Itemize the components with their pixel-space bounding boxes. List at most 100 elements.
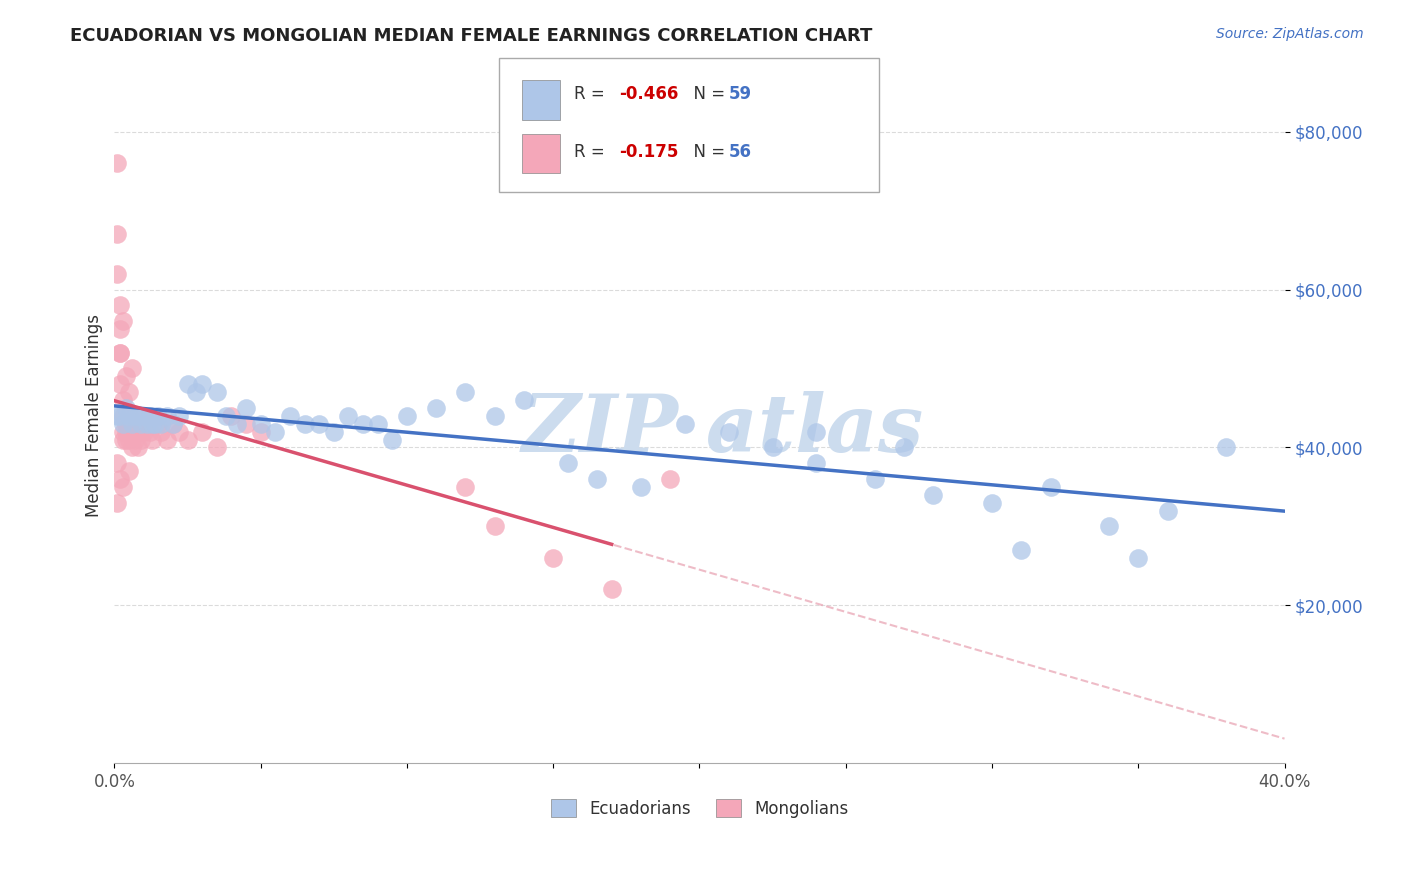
Point bbox=[132, 425, 155, 439]
Point bbox=[541, 550, 564, 565]
Point bbox=[105, 496, 128, 510]
Point bbox=[484, 409, 506, 423]
Point bbox=[118, 409, 141, 423]
Point bbox=[352, 417, 374, 431]
Point bbox=[226, 417, 249, 431]
Text: ECUADORIAN VS MONGOLIAN MEDIAN FEMALE EARNINGS CORRELATION CHART: ECUADORIAN VS MONGOLIAN MEDIAN FEMALE EA… bbox=[70, 27, 873, 45]
Point bbox=[121, 425, 143, 439]
Point bbox=[129, 417, 152, 431]
Point bbox=[191, 377, 214, 392]
Text: N =: N = bbox=[683, 86, 731, 103]
Point bbox=[381, 433, 404, 447]
Point bbox=[127, 409, 149, 423]
Text: -0.466: -0.466 bbox=[619, 86, 678, 103]
Point bbox=[162, 417, 184, 431]
Point bbox=[395, 409, 418, 423]
Point bbox=[121, 417, 143, 431]
Point bbox=[110, 322, 132, 336]
Point bbox=[484, 519, 506, 533]
Text: -0.175: -0.175 bbox=[619, 144, 678, 161]
Point bbox=[105, 409, 128, 423]
Point bbox=[673, 417, 696, 431]
Point bbox=[148, 417, 170, 431]
Point bbox=[717, 425, 740, 439]
Point bbox=[112, 425, 135, 439]
Point bbox=[176, 433, 198, 447]
Point bbox=[129, 433, 152, 447]
Point bbox=[600, 582, 623, 597]
Point bbox=[138, 425, 160, 439]
Point bbox=[762, 441, 785, 455]
Point bbox=[205, 385, 228, 400]
Point bbox=[162, 417, 184, 431]
Point bbox=[121, 441, 143, 455]
Point bbox=[367, 417, 389, 431]
Point bbox=[115, 425, 138, 439]
Point bbox=[127, 441, 149, 455]
Point bbox=[118, 417, 141, 431]
Point bbox=[118, 385, 141, 400]
Point bbox=[278, 409, 301, 423]
Point bbox=[112, 314, 135, 328]
Point bbox=[105, 156, 128, 170]
Point bbox=[118, 464, 141, 478]
Point bbox=[1128, 550, 1150, 565]
Point bbox=[167, 425, 190, 439]
Point bbox=[1010, 543, 1032, 558]
Point bbox=[115, 401, 138, 415]
Point bbox=[630, 480, 652, 494]
Legend: Ecuadorians, Mongolians: Ecuadorians, Mongolians bbox=[544, 793, 855, 824]
Point bbox=[110, 409, 132, 423]
Point bbox=[235, 417, 257, 431]
Point bbox=[221, 409, 243, 423]
Point bbox=[454, 385, 477, 400]
Point bbox=[148, 409, 170, 423]
Text: ZIP atlas: ZIP atlas bbox=[522, 391, 924, 468]
Point bbox=[659, 472, 682, 486]
Point bbox=[135, 417, 157, 431]
Text: N =: N = bbox=[683, 144, 731, 161]
Y-axis label: Median Female Earnings: Median Female Earnings bbox=[86, 314, 103, 517]
Point bbox=[127, 409, 149, 423]
Point bbox=[308, 417, 330, 431]
Text: 56: 56 bbox=[728, 144, 751, 161]
Text: Source: ZipAtlas.com: Source: ZipAtlas.com bbox=[1216, 27, 1364, 41]
Point bbox=[124, 433, 146, 447]
Point bbox=[863, 472, 886, 486]
Point bbox=[132, 409, 155, 423]
Point bbox=[135, 417, 157, 431]
Text: R =: R = bbox=[574, 144, 610, 161]
Point bbox=[981, 496, 1004, 510]
Point bbox=[112, 417, 135, 431]
Point bbox=[112, 480, 135, 494]
Point bbox=[513, 392, 536, 407]
Point bbox=[205, 441, 228, 455]
Point bbox=[150, 417, 173, 431]
Point bbox=[337, 409, 360, 423]
Point bbox=[1156, 503, 1178, 517]
Point bbox=[1215, 441, 1237, 455]
Point bbox=[235, 401, 257, 415]
Point bbox=[156, 433, 179, 447]
Point bbox=[110, 345, 132, 359]
Point bbox=[127, 425, 149, 439]
Point bbox=[1098, 519, 1121, 533]
Point bbox=[249, 425, 271, 439]
Point bbox=[186, 385, 208, 400]
Point bbox=[115, 369, 138, 384]
Point bbox=[121, 361, 143, 376]
Point bbox=[105, 456, 128, 470]
Point bbox=[105, 267, 128, 281]
Point bbox=[1039, 480, 1062, 494]
Point bbox=[176, 377, 198, 392]
Point bbox=[214, 409, 236, 423]
Point bbox=[118, 433, 141, 447]
Point bbox=[586, 472, 609, 486]
Text: R =: R = bbox=[574, 86, 610, 103]
Point bbox=[454, 480, 477, 494]
Point bbox=[191, 425, 214, 439]
Point bbox=[105, 227, 128, 242]
Point bbox=[893, 441, 915, 455]
Point bbox=[249, 417, 271, 431]
Point bbox=[557, 456, 579, 470]
